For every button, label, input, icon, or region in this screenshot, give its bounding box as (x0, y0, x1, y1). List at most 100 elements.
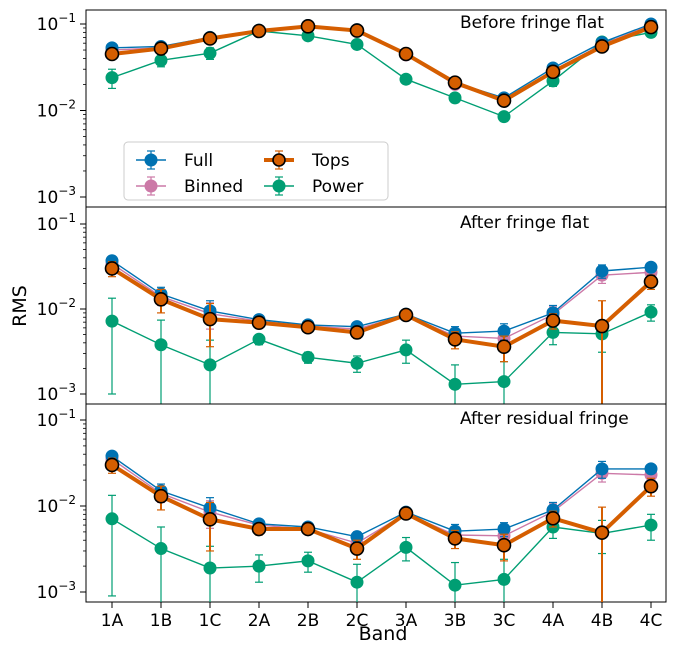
series-tops (104, 261, 659, 404)
data-point (300, 19, 316, 34)
data-point (496, 537, 512, 553)
data-point (350, 356, 364, 370)
legend-box (123, 141, 389, 201)
legend-label: Binned (184, 177, 243, 197)
data-point (350, 37, 364, 51)
series-line (111, 30, 652, 118)
legend-label: Tops (311, 151, 350, 171)
series-line (111, 24, 652, 103)
data-point (251, 23, 267, 39)
data-point (447, 531, 463, 546)
data-point (545, 510, 561, 526)
legend-marker (144, 179, 158, 193)
data-point (202, 31, 218, 46)
data-point (496, 339, 512, 355)
x-axis: 1A 1B 1C 2A 2B 2C 3A 3B 3C 4A 4B 4C (101, 602, 663, 631)
data-point (153, 41, 169, 56)
data-point (301, 554, 315, 568)
data-point (203, 46, 217, 60)
data-point (643, 274, 659, 289)
legend-marker (272, 179, 286, 193)
data-point (447, 75, 463, 90)
data-point (251, 315, 267, 330)
panel-title: After residual fringe (460, 409, 629, 429)
y-tick-label: 10−3 (37, 579, 76, 603)
series-power (105, 24, 658, 124)
data-point (203, 561, 217, 575)
series-line (111, 518, 652, 586)
series-line (111, 263, 652, 340)
data-point (594, 39, 610, 54)
data-point (497, 522, 511, 536)
series-binned (105, 452, 658, 551)
y-axis-label: RMS (9, 285, 31, 327)
panel-after-residual-fringe: After residual fringe 10−1 10−2 10−3 (37, 403, 667, 603)
data-point (545, 64, 561, 80)
data-point (545, 313, 561, 328)
y-tick-label: 10−3 (37, 184, 76, 208)
legend-entry-full: Full (136, 150, 213, 171)
data-point (349, 23, 365, 38)
data-point (644, 462, 658, 476)
data-point (105, 71, 119, 85)
series-power (105, 297, 658, 404)
y-tick-labels: 10−1 10−2 10−3 (37, 407, 86, 603)
data-point (202, 512, 218, 527)
panel-frame (85, 403, 667, 603)
data-point (300, 521, 316, 537)
y-tick-labels: 10−1 10−2 10−3 (37, 211, 86, 405)
x-tick-label: 1B (150, 611, 172, 631)
data-point (301, 350, 315, 364)
x-axis-label: Band (359, 623, 408, 645)
data-point (398, 46, 414, 62)
data-point (595, 264, 609, 278)
y-tick-label: 10−3 (37, 381, 76, 405)
data-point (448, 377, 462, 391)
data-point (398, 307, 414, 323)
y-tick-label: 10−2 (37, 98, 76, 122)
data-point (300, 319, 316, 335)
series-line (110, 463, 653, 551)
y-tick-labels: 10−1 10−2 10−3 (37, 11, 86, 208)
legend-entry-tops: Tops (264, 150, 350, 171)
x-tick-label: 3A (395, 611, 418, 631)
data-point (203, 358, 217, 372)
data-point (594, 525, 610, 540)
y-tick-label: 10−1 (37, 11, 76, 35)
series-tops (104, 19, 659, 108)
data-point (350, 575, 364, 589)
legend-label: Power (312, 177, 363, 197)
data-point (447, 332, 463, 347)
series-line (111, 260, 652, 334)
data-point (497, 110, 511, 124)
data-point (252, 559, 266, 573)
x-tick-label: 2B (297, 611, 319, 631)
series-tops (104, 457, 659, 602)
series-line (111, 455, 651, 538)
legend: Full Tops Binned Power (123, 141, 389, 201)
legend-entry-power: Power (264, 176, 363, 197)
data-point (153, 292, 169, 307)
x-tick-label: 4C (640, 611, 663, 631)
data-point (251, 521, 267, 537)
data-point (154, 338, 168, 352)
data-point (349, 541, 365, 556)
data-point (497, 324, 511, 338)
data-point (105, 314, 119, 328)
data-point (448, 578, 462, 592)
series-power (105, 494, 658, 602)
data-point (399, 343, 413, 357)
x-tick-label: 1A (101, 611, 124, 631)
data-point (154, 542, 168, 556)
data-point (644, 305, 658, 319)
data-point (399, 72, 413, 86)
data-point (594, 318, 610, 334)
x-tick-label: 1C (199, 611, 222, 631)
data-point (154, 53, 168, 67)
y-tick-label: 10−1 (37, 407, 76, 431)
data-point (153, 488, 169, 504)
legend-marker (272, 153, 286, 167)
data-point (644, 518, 658, 532)
data-point (643, 478, 659, 494)
